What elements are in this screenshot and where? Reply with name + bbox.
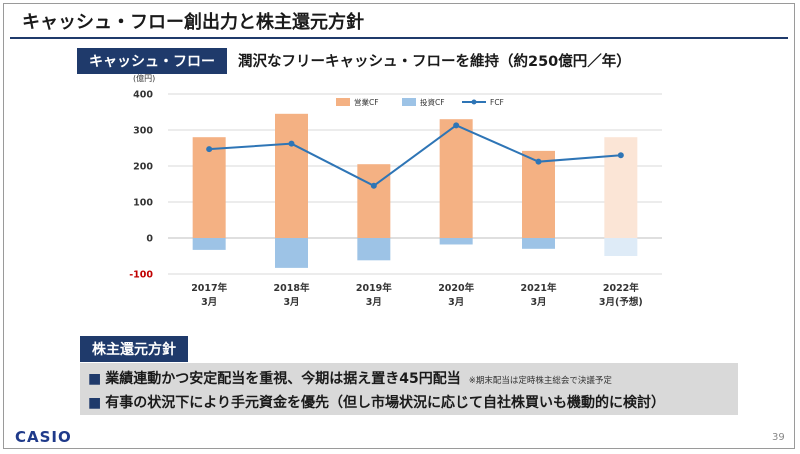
investing-cf-bar	[439, 238, 473, 245]
bullet-icon: ■	[88, 371, 102, 387]
legend-operating-swatch	[336, 98, 350, 106]
x-tick-label: 3月	[201, 297, 217, 308]
x-tick-label: 3月	[366, 297, 382, 308]
y-tick-label: 100	[133, 198, 153, 209]
investing-cf-bar	[357, 238, 391, 261]
fcf-point	[370, 182, 377, 189]
policy-text-1: 業績連動かつ安定配当を重視、今期は据え置き45円配当	[105, 371, 461, 387]
y-tick-label: 400	[133, 90, 153, 101]
policy-box	[80, 363, 738, 415]
x-tick-label: 3月(予想)	[599, 296, 643, 308]
investing-cf-bar	[604, 238, 638, 256]
legend-operating-label: 営業CF	[354, 97, 379, 107]
fcf-point	[288, 140, 295, 147]
investing-cf-bar	[522, 238, 555, 249]
x-tick-label: 3月	[530, 297, 546, 308]
cashflow-subtitle: 潤沢なフリーキャッシュ・フローを維持（約250億円／年）	[238, 54, 631, 70]
operating-cf-bar	[522, 150, 555, 238]
legend-investing-label: 投資CF	[420, 97, 445, 107]
slide-title: キャッシュ・フロー創出力と株主還元方針	[22, 12, 364, 33]
fcf-point	[535, 158, 542, 165]
x-tick-labels: 2017年 3月 2018年 3月 2019年 3月 2020年 3月 2021年 3月 2022年…	[191, 282, 643, 308]
casio-logo: CASIO	[15, 428, 72, 446]
x-tick-label: 2022年	[603, 282, 639, 294]
fcf-point	[453, 122, 460, 129]
y-tick-label: -100	[129, 270, 153, 281]
bullet-icon: ■	[88, 395, 102, 411]
y-tick-label: 300	[133, 126, 153, 137]
gridlines	[168, 93, 662, 275]
fcf-line	[209, 124, 621, 187]
y-tick-label: 0	[146, 234, 153, 245]
x-tick-label: 2019年	[356, 282, 392, 294]
operating-cf-bar	[439, 119, 473, 238]
x-tick-label: 2020年	[438, 282, 474, 294]
legend-fcf-marker	[471, 99, 477, 105]
x-tick-label: 2018年	[274, 282, 310, 294]
dividend-policy-tag: 株主還元方針	[80, 336, 188, 362]
y-unit-label: (億円)	[133, 73, 155, 83]
bars	[192, 113, 638, 268]
chart-legend: 営業CF 投資CF FCF	[336, 97, 504, 107]
operating-cf-bar	[357, 164, 391, 238]
y-tick-label: 200	[133, 162, 153, 173]
policy-text-2: 有事の状況下により手元資金を優先（但し市場状況に応じて自社株買いも機動的に検討）	[105, 395, 665, 411]
y-tick-labels: 400 300 200 100 0 -100	[129, 90, 153, 281]
fcf-line-group	[206, 122, 624, 189]
fcf-point	[617, 152, 624, 159]
cashflow-tag: キャッシュ・フロー	[77, 48, 227, 74]
slide-frame	[3, 3, 795, 449]
policy-item-1: ■ 業績連動かつ安定配当を重視、今期は据え置き45円配当 ※期末配当は定時株主総会で…	[88, 368, 612, 388]
page-number: 39	[772, 432, 785, 443]
operating-cf-bar	[275, 113, 308, 238]
legend-investing-swatch	[402, 98, 416, 106]
legend-fcf-label: FCF	[490, 98, 504, 107]
operating-cf-bar	[192, 137, 226, 238]
x-tick-label: 3月	[448, 297, 464, 308]
investing-cf-bar	[192, 238, 226, 250]
investing-cf-bar	[275, 238, 308, 268]
policy-note: ※期末配当は定時株主総会で決議予定	[468, 376, 612, 386]
x-tick-label: 2021年	[521, 282, 557, 294]
x-tick-label: 3月	[283, 297, 299, 308]
title-rule	[10, 37, 788, 39]
x-tick-label: 2017年	[191, 282, 227, 294]
fcf-point	[206, 146, 213, 153]
policy-item-2: ■ 有事の状況下により手元資金を優先（但し市場状況に応じて自社株買いも機動的に検討…	[88, 392, 665, 412]
